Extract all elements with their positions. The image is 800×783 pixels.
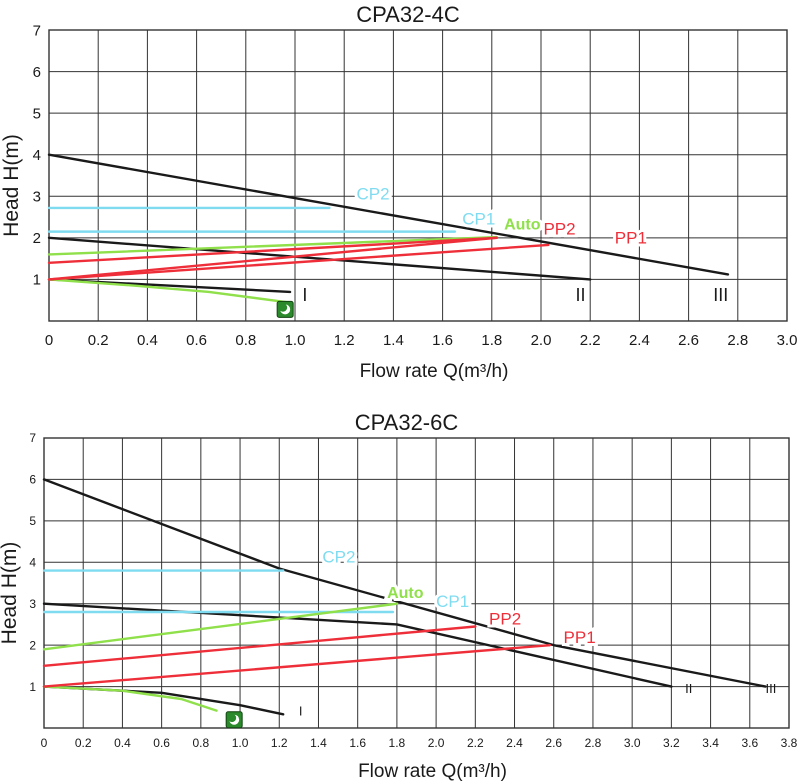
x-tick-label: 2.8 [727, 332, 748, 349]
y-tick-label: 5 [33, 105, 41, 122]
y-tick-label: 6 [33, 64, 41, 81]
y-tick-label: 3 [33, 189, 41, 206]
curve-label: III [765, 681, 776, 696]
y-tick-label: 3 [29, 597, 36, 611]
y-tick-label: 7 [29, 431, 36, 445]
x-axis-label: Flow rate Q(m³/h) [360, 361, 509, 382]
x-tick-label: 0 [45, 332, 53, 349]
curve-label: Auto [504, 217, 541, 234]
x-tick-label: 0.6 [153, 736, 170, 750]
series-line-auto [42, 602, 399, 651]
x-tick-label: 3.6 [741, 736, 758, 750]
chart-title: CPA32-6C [355, 410, 459, 435]
x-tick-label: 0.4 [137, 332, 158, 349]
series-line-pp [42, 625, 477, 668]
x-tick-label: 1.8 [389, 736, 406, 750]
x-tick-label: 0.8 [192, 736, 209, 750]
night-mode-icon [276, 300, 294, 318]
x-tick-label: 2.4 [506, 736, 523, 750]
curve-label: CP2 [357, 185, 390, 204]
series-line-pp [47, 243, 550, 281]
chart-title: CPA32-4C [356, 2, 460, 27]
x-tick-label: 3.8 [781, 736, 798, 750]
y-tick-label: 4 [29, 555, 36, 569]
x-axis-label: Flow rate Q(m³/h) [358, 761, 507, 782]
series-line-auto [47, 235, 498, 256]
x-tick-label: 1.8 [481, 332, 502, 349]
plot-frame [48, 29, 788, 322]
curve-label: PP1 [615, 229, 647, 248]
curve-label: CP1 [436, 592, 469, 611]
x-tick-label: 1.0 [232, 736, 249, 750]
night-mode-icon [225, 711, 243, 729]
plot-frame [43, 437, 790, 729]
series-line-auto [42, 685, 218, 712]
x-tick-label: 2.6 [678, 332, 699, 349]
x-tick-label: 0.2 [88, 332, 109, 349]
moon-cutout [227, 713, 237, 723]
y-tick-label: 1 [33, 272, 41, 289]
curve-label: II [685, 681, 692, 696]
series-line-black [47, 153, 730, 276]
moon-cutout [278, 303, 288, 312]
curve-label: CP2 [322, 547, 355, 566]
x-tick-label: 2.2 [467, 736, 484, 750]
x-tick-label: 1.0 [285, 332, 306, 349]
x-tick-label: 1.6 [349, 736, 366, 750]
y-tick-label: 2 [33, 230, 41, 247]
series-line-black [42, 478, 767, 688]
x-tick-label: 1.4 [383, 332, 404, 349]
x-tick-label: 3.4 [702, 736, 719, 750]
curve-label: I [299, 704, 303, 719]
series-line-pp [47, 236, 498, 281]
series-line-pp [47, 236, 498, 264]
y-tick-label: 5 [29, 514, 36, 528]
series-line-auto [47, 278, 289, 304]
y-axis-label: Head H(m) [0, 134, 23, 237]
x-tick-label: 3.0 [624, 736, 641, 750]
curve-label: PP1 [564, 628, 596, 647]
x-tick-label: 0.2 [75, 736, 92, 750]
x-tick-label: 1.2 [271, 736, 288, 750]
chart-cpa32-6c: 0 0.2 0.4 0.6 0.8 1.0 1.2 1.4 1.6 1.8 2.0 2.2 2.4 2.6… [0, 410, 798, 782]
y-tick-label: 2 [29, 638, 36, 652]
curve-label: CP1 [462, 210, 495, 229]
x-tick-label: 0.6 [186, 332, 207, 349]
x-tick-label: 2.2 [580, 332, 601, 349]
curve-label: PP2 [543, 220, 575, 239]
curve-label: III [713, 285, 728, 305]
x-tick-label: 3.0 [777, 332, 798, 349]
y-tick-label: 6 [29, 473, 36, 487]
chart-cpa32-4c: 0 0.2 0.4 0.6 0.8 1.0 1.2 1.4 1.6 1.8 2.0 2.2 2.4 2.6… [0, 2, 797, 382]
x-tick-label: 0.4 [114, 736, 131, 750]
series-line-black [47, 236, 592, 281]
series-line-pp [42, 643, 552, 688]
x-tick-label: 2.0 [428, 736, 445, 750]
y-tick-label: 4 [33, 147, 41, 164]
x-tick-label: 1.4 [310, 736, 327, 750]
y-tick-label: 7 [33, 22, 41, 39]
curve-label: I [302, 285, 307, 305]
x-tick-label: 2.0 [531, 332, 552, 349]
x-tick-label: 0.8 [235, 332, 256, 349]
x-tick-label: 2.8 [585, 736, 602, 750]
curve-label: II [575, 285, 585, 305]
x-tick-label: 0 [41, 736, 48, 750]
series-line-black [42, 602, 673, 688]
x-tick-label: 2.4 [629, 332, 650, 349]
y-axis-label: Head H(m) [0, 542, 21, 645]
curve-label: Auto [387, 585, 424, 602]
x-tick-label: 2.6 [545, 736, 562, 750]
x-tick-label: 1.2 [334, 332, 355, 349]
y-tick-label: 1 [29, 680, 36, 694]
x-tick-label: 1.6 [432, 332, 453, 349]
x-tick-label: 3.2 [663, 736, 680, 750]
curve-label: PP2 [489, 609, 521, 628]
